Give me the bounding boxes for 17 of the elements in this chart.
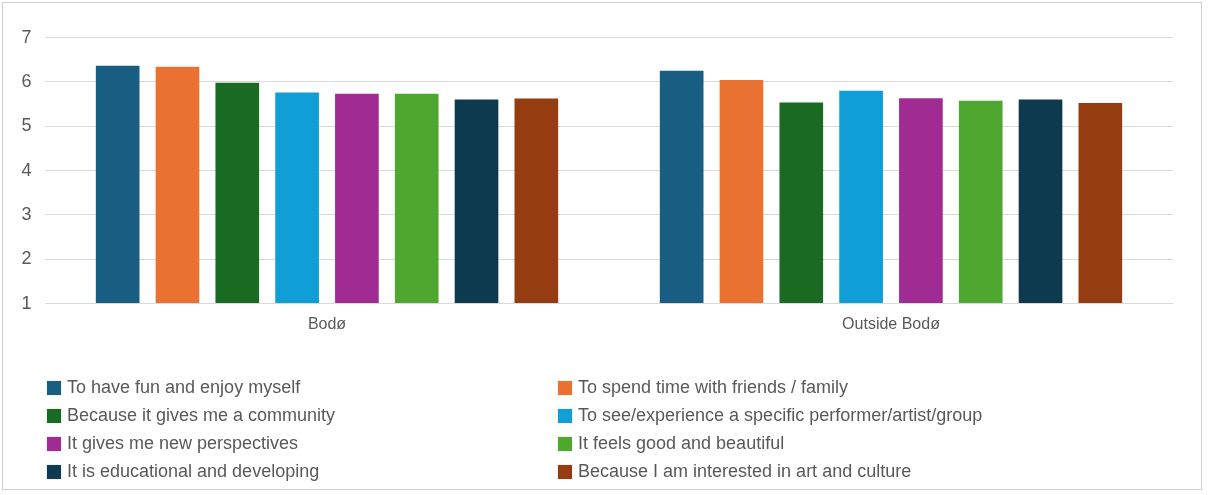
x-tick-label: Outside Bodø — [842, 314, 941, 332]
legend-label: It gives me new perspectives — [67, 433, 299, 453]
y-tick-label: 3 — [21, 203, 32, 224]
y-tick-label: 4 — [21, 159, 32, 180]
legend-label: To spend time with friends / family — [578, 377, 849, 397]
y-tick-label: 7 — [21, 26, 32, 47]
legend-label: To have fun and enjoy myself — [67, 377, 302, 397]
x-tick-label: Bodø — [307, 314, 347, 332]
y-tick-label: 6 — [21, 70, 32, 91]
y-tick-label: 2 — [21, 248, 32, 269]
y-tick-label: 5 — [21, 115, 32, 136]
legend-label: Because it gives me a community — [67, 405, 336, 425]
legend-label: It is educational and developing — [67, 461, 320, 481]
legend-label: It feels good and beautiful — [578, 433, 785, 453]
y-tick-label: 1 — [21, 292, 32, 313]
legend-label: Because I am interested in art and culture — [578, 461, 912, 481]
legend-label: To see/experience a specific performer/artist/group — [578, 405, 983, 425]
